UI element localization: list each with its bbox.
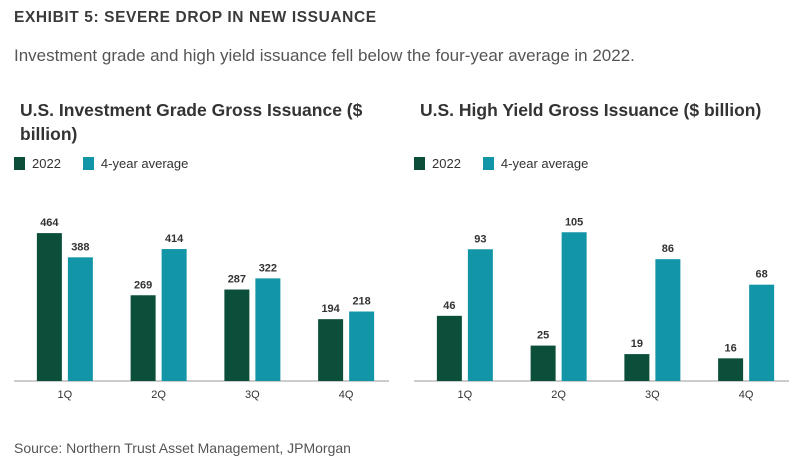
data-label-avg-2q: 105 — [565, 216, 583, 228]
x-tick-label-3q: 3Q — [645, 389, 660, 401]
hy-legend: 2022 4-year average — [414, 156, 588, 171]
bar-avg-1q — [67, 257, 93, 381]
data-label-2022-1q: 464 — [40, 217, 59, 229]
legend-swatch-avg — [482, 157, 494, 170]
ig-legend-2022: 2022 — [14, 156, 61, 171]
data-label-avg-3q: 322 — [259, 262, 277, 274]
bar-2022-2q — [130, 295, 156, 381]
x-tick-label-1q: 1Q — [58, 389, 73, 401]
bar-avg-4q — [749, 284, 775, 381]
x-tick-label-4q: 4Q — [739, 389, 754, 401]
data-label-avg-1q: 388 — [71, 241, 89, 253]
data-label-2022-1q: 46 — [443, 300, 455, 312]
bar-2022-2q — [530, 345, 556, 381]
ig-legend-2022-label: 2022 — [32, 156, 61, 171]
hy-legend-2022-label: 2022 — [432, 156, 461, 171]
x-tick-label-4q: 4Q — [339, 389, 354, 401]
data-label-avg-2q: 414 — [165, 233, 184, 245]
bar-2022-3q — [224, 289, 250, 381]
exhibit-title: EXHIBIT 5: SEVERE DROP IN NEW ISSUANCE — [14, 9, 377, 26]
bar-2022-4q — [318, 319, 344, 381]
ig-chart-panel: U.S. Investment Grade Gross Issuance ($ … — [14, 98, 389, 408]
hy-bar-chart: 46 93 1Q 25 105 2Q 19 86 3Q 16 68 4Q — [414, 216, 789, 401]
legend-swatch-2022 — [14, 157, 25, 170]
x-tick-label-2q: 2Q — [551, 389, 566, 401]
bar-avg-2q — [161, 249, 187, 381]
x-tick-label-2q: 2Q — [151, 389, 166, 401]
data-label-avg-1q: 93 — [474, 233, 486, 245]
source-note: Source: Northern Trust Asset Management,… — [14, 440, 351, 456]
bar-2022-3q — [624, 354, 650, 381]
data-label-2022-4q: 16 — [725, 342, 737, 354]
bar-avg-1q — [467, 249, 493, 381]
data-label-avg-4q: 218 — [352, 296, 370, 308]
legend-swatch-2022 — [414, 157, 425, 170]
x-tick-label-3q: 3Q — [245, 389, 260, 401]
bar-2022-1q — [36, 233, 62, 381]
ig-legend: 2022 4-year average — [14, 156, 188, 171]
hy-legend-avg-label: 4-year average — [500, 156, 589, 171]
hy-chart-title: U.S. High Yield Gross Issuance ($ billio… — [420, 100, 762, 120]
ig-bar-chart: 464 388 1Q 269 414 2Q 287 322 3Q 194 218 4Q — [14, 217, 389, 401]
bar-2022-4q — [718, 358, 744, 381]
x-tick-label-1q: 1Q — [458, 389, 473, 401]
data-label-2022-2q: 25 — [537, 330, 549, 342]
legend-swatch-avg — [82, 157, 94, 170]
data-label-2022-4q: 194 — [321, 303, 340, 315]
bar-2022-1q — [436, 315, 462, 381]
ig-legend-avg: 4-year average — [82, 156, 189, 171]
ig-legend-avg-label: 4-year average — [100, 156, 189, 171]
data-label-avg-3q: 86 — [662, 243, 674, 255]
data-label-avg-4q: 68 — [756, 269, 768, 281]
data-label-2022-2q: 269 — [134, 279, 152, 291]
hy-legend-avg: 4-year average — [482, 156, 589, 171]
hy-legend-2022: 2022 — [414, 156, 461, 171]
page-subtitle: Investment grade and high yield issuance… — [14, 46, 635, 65]
hy-chart-panel: U.S. High Yield Gross Issuance ($ billio… — [414, 98, 789, 408]
bar-avg-2q — [561, 232, 587, 381]
bar-avg-3q — [655, 259, 681, 381]
data-label-2022-3q: 19 — [631, 338, 643, 350]
bar-avg-3q — [255, 278, 281, 381]
bar-avg-4q — [349, 311, 375, 381]
data-label-2022-3q: 287 — [228, 274, 246, 286]
ig-chart-title: U.S. Investment Grade Gross Issuance ($ … — [20, 100, 363, 144]
